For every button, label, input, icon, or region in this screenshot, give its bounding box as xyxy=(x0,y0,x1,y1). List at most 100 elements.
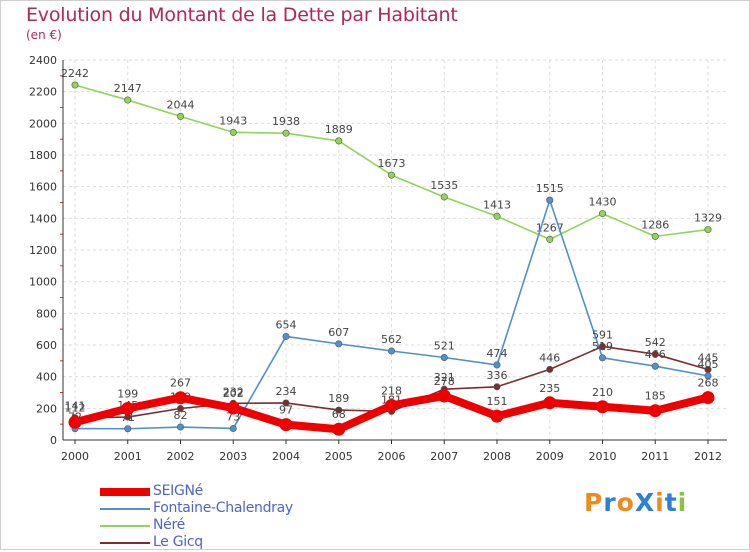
data-point-seigne xyxy=(437,389,451,403)
y-tick-label: 2400 xyxy=(29,54,57,67)
data-label-nere: 2147 xyxy=(114,82,142,95)
data-label-le-gicq: 542 xyxy=(645,336,666,349)
data-label-nere: 1938 xyxy=(272,115,300,128)
x-tick-label: 2009 xyxy=(536,450,564,463)
logo-letter: t xyxy=(664,488,678,517)
data-point-le-gicq xyxy=(177,404,185,412)
data-point-fontaine-chalendray xyxy=(387,347,395,355)
data-label-fontaine-chalendray: 654 xyxy=(276,318,297,331)
data-point-fontaine-chalendray xyxy=(546,196,554,204)
data-label-nere: 1286 xyxy=(641,218,669,231)
data-point-fontaine-chalendray xyxy=(282,332,290,340)
y-tick-label: 1800 xyxy=(29,149,57,162)
data-point-le-gicq xyxy=(704,366,712,374)
legend-label-nere: Néré xyxy=(153,517,185,533)
data-point-fontaine-chalendray xyxy=(335,340,343,348)
data-point-seigne xyxy=(543,396,557,410)
data-label-seigne: 278 xyxy=(434,375,455,388)
y-tick-label: 600 xyxy=(36,339,57,352)
data-label-seigne: 112 xyxy=(65,401,86,414)
y-tick-label: 1600 xyxy=(29,181,57,194)
data-point-seigne xyxy=(490,409,504,423)
data-point-le-gicq xyxy=(493,383,501,391)
data-label-seigne: 268 xyxy=(698,377,719,390)
data-label-seigne: 151 xyxy=(487,395,508,408)
legend-swatch-seigne xyxy=(100,488,150,496)
proxiti-logo: ProXiti xyxy=(584,488,687,517)
x-tick-label: 2005 xyxy=(325,450,353,463)
data-label-seigne: 68 xyxy=(332,408,346,421)
data-point-seigne xyxy=(174,391,187,405)
data-label-le-gicq: 321 xyxy=(434,371,455,384)
y-tick-label: 800 xyxy=(36,307,57,320)
data-label-seigne: 218 xyxy=(381,384,402,397)
x-tick-label: 2000 xyxy=(61,450,89,463)
data-point-fontaine-chalendray xyxy=(651,362,659,370)
data-point-nere xyxy=(598,210,606,218)
data-label-le-gicq: 189 xyxy=(328,392,349,405)
data-point-fontaine-chalendray xyxy=(177,423,185,431)
data-label-nere: 1943 xyxy=(219,114,247,127)
x-tick-label: 2011 xyxy=(641,450,669,463)
data-label-nere: 2242 xyxy=(61,67,89,80)
data-label-fontaine-chalendray: 562 xyxy=(381,333,402,346)
data-point-fontaine-chalendray xyxy=(124,425,132,433)
data-label-le-gicq: 141 xyxy=(65,400,86,413)
logo-letter: r xyxy=(603,488,617,517)
data-label-seigne: 210 xyxy=(592,386,613,399)
data-label-seigne: 267 xyxy=(170,377,191,390)
data-point-fontaine-chalendray xyxy=(598,354,606,362)
legend-label-fontaine-chalendray: Fontaine-Chalendray xyxy=(153,500,293,516)
x-tick-label: 2006 xyxy=(378,450,406,463)
data-point-nere xyxy=(546,235,554,243)
data-point-seigne xyxy=(68,415,82,429)
data-point-seigne xyxy=(596,400,609,414)
y-tick-label: 400 xyxy=(36,371,57,384)
x-tick-label: 2004 xyxy=(272,450,300,463)
data-label-nere: 1329 xyxy=(694,212,722,225)
data-point-nere xyxy=(229,128,237,136)
line-chart: 0 200 400 600 800 1000 1200 1400 1600 1800 2000 220… xyxy=(29,54,727,463)
data-label-fontaine-chalendray: 607 xyxy=(328,326,349,339)
data-point-nere xyxy=(124,96,132,104)
data-point-le-gicq xyxy=(651,350,659,358)
data-point-seigne xyxy=(385,398,398,412)
data-label-nere: 1267 xyxy=(536,221,564,234)
y-tick-label: 1000 xyxy=(29,276,57,289)
data-point-nere xyxy=(440,193,448,201)
logo-letter: X xyxy=(634,488,656,517)
logo-letter: P xyxy=(584,488,604,517)
x-tick-label: 2007 xyxy=(430,450,458,463)
data-label-seigne: 97 xyxy=(279,404,293,417)
legend-item-nere: Néré xyxy=(100,517,400,535)
data-point-nere xyxy=(651,232,659,240)
data-point-nere xyxy=(71,81,79,89)
y-tick-label: 2200 xyxy=(29,86,57,99)
data-point-seigne xyxy=(332,422,346,436)
data-label-le-gicq: 446 xyxy=(539,351,560,364)
data-point-nere xyxy=(493,212,501,220)
data-point-le-gicq xyxy=(546,365,554,373)
data-point-le-gicq xyxy=(282,399,290,407)
x-tick-label: 2008 xyxy=(483,450,511,463)
y-tick-label: 1200 xyxy=(29,244,57,257)
data-label-fontaine-chalendray: 73 xyxy=(226,410,240,423)
y-tick-label: 1400 xyxy=(29,212,57,225)
data-label-le-gicq: 445 xyxy=(698,352,719,365)
data-label-nere: 1413 xyxy=(483,198,511,211)
data-label-le-gicq: 336 xyxy=(487,369,508,382)
data-point-seigne xyxy=(279,418,293,432)
data-label-le-gicq: 234 xyxy=(276,385,297,398)
data-point-nere xyxy=(704,226,712,234)
chart-title: Evolution du Montant de la Dette par Hab… xyxy=(26,4,458,26)
data-label-fontaine-chalendray: 474 xyxy=(487,347,508,360)
y-tick-label: 0 xyxy=(50,434,57,447)
data-point-fontaine-chalendray xyxy=(493,361,501,369)
legend-item-fontaine-chalendray: Fontaine-Chalendray xyxy=(100,500,400,518)
data-label-seigne: 185 xyxy=(645,390,666,403)
legend-swatch-fontaine-chalendray xyxy=(100,508,150,510)
logo-letter: o xyxy=(616,488,635,517)
data-point-seigne xyxy=(121,401,135,415)
legend-swatch-nere xyxy=(100,525,150,527)
data-label-nere: 1889 xyxy=(325,123,353,136)
